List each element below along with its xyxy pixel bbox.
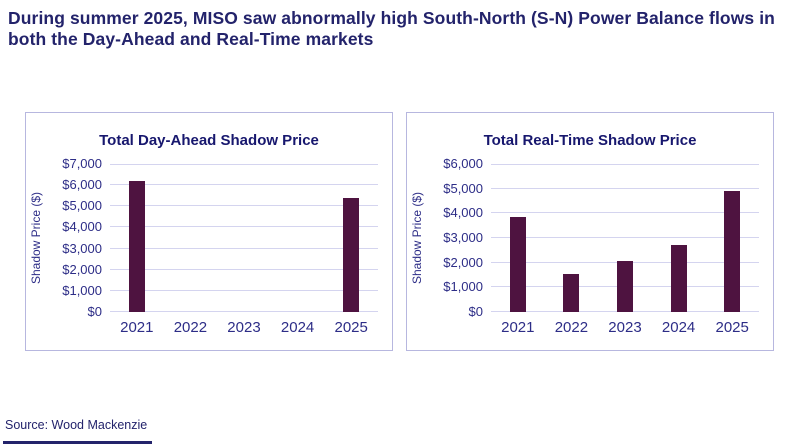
x-tick-label: 2024 (280, 318, 315, 336)
y-tick-label: $7,000 (62, 156, 102, 171)
y-axis-label: Shadow Price ($) (407, 164, 427, 312)
y-tick-label: $3,000 (443, 230, 483, 245)
y-axis-label: Shadow Price ($) (26, 164, 46, 312)
gridline (110, 205, 378, 207)
x-tick-label: 2023 (227, 318, 261, 336)
y-axis-label-text: Shadow Price ($) (29, 191, 44, 285)
gridline (491, 187, 759, 189)
gridline (110, 247, 378, 249)
y-tick-label: $0 (87, 304, 102, 319)
y-tick-label: $6,000 (443, 156, 483, 171)
y-tick-label: $4,000 (443, 205, 483, 221)
source-credit: Source: Wood Mackenzie (5, 418, 148, 432)
x-tick-label: 2022 (173, 318, 208, 336)
gridline (110, 311, 378, 312)
y-tick-label: $5,000 (62, 198, 102, 214)
y-tick-label: $1,000 (62, 282, 102, 298)
bar-2021 (509, 217, 526, 312)
x-tick-label: 2022 (554, 318, 589, 336)
chart-body: Shadow Price ($) $0 $1,000 $2,000 $3,000 $4,… (26, 156, 392, 342)
real-time-chart-panel: Total Real-Time Shadow Price Shadow Pric… (406, 112, 774, 351)
bar-2021 (128, 180, 145, 312)
y-tick-label: $3,000 (62, 240, 102, 256)
x-tick-label: 2025 (715, 318, 749, 336)
plot-area (110, 164, 378, 312)
gridline (491, 237, 759, 238)
bar-2024 (670, 245, 687, 312)
bar-2023 (617, 261, 633, 312)
gridline (110, 289, 378, 291)
y-tick-label: $4,000 (62, 219, 102, 235)
gridline (110, 164, 378, 165)
x-tick-label: 2021 (120, 318, 154, 336)
headline: During summer 2025, MISO saw abnormally … (8, 8, 775, 49)
y-tick-label: $2,000 (443, 254, 483, 270)
gridline (110, 268, 378, 270)
charts-row: Total Day-Ahead Shadow Price Shadow Pric… (25, 112, 774, 351)
y-axis-ticks: $0 $1,000 $2,000 $3,000 $4,000 $5,000 $6,000 (427, 156, 491, 319)
y-tick-label: $1,000 (443, 279, 483, 295)
gridline (110, 226, 378, 228)
y-axis-ticks: $0 $1,000 $2,000 $3,000 $4,000 $5,000 $6,000 $7… (46, 156, 110, 319)
gridline (110, 184, 378, 186)
day-ahead-chart-panel: Total Day-Ahead Shadow Price Shadow Pric… (25, 112, 393, 351)
bar-2022 (563, 273, 580, 312)
plot-area (491, 164, 759, 312)
x-axis-labels: 2021 2022 2023 2024 2025 (110, 312, 378, 342)
y-tick-label: $0 (468, 304, 483, 319)
x-axis-labels: 2021 2022 2023 2024 2025 (491, 312, 759, 342)
x-tick-label: 2024 (661, 318, 696, 336)
x-tick-label: 2023 (608, 318, 642, 336)
x-tick-label: 2021 (501, 318, 535, 336)
gridline (491, 212, 759, 214)
y-tick-label: $5,000 (443, 180, 483, 196)
gridline (491, 164, 759, 165)
chart-title-day-ahead: Total Day-Ahead Shadow Price (99, 132, 319, 149)
y-tick-label: $6,000 (62, 177, 102, 193)
y-axis-label-text: Shadow Price ($) (410, 191, 425, 285)
chart-title-real-time: Total Real-Time Shadow Price (483, 132, 697, 149)
bar-2025 (724, 191, 741, 312)
footer-divider (3, 441, 152, 444)
x-tick-label: 2025 (334, 318, 368, 336)
bar-2025 (343, 197, 360, 312)
chart-body: Shadow Price ($) $0 $1,000 $2,000 $3,000 $4,… (407, 156, 773, 342)
y-tick-label: $2,000 (62, 261, 102, 277)
